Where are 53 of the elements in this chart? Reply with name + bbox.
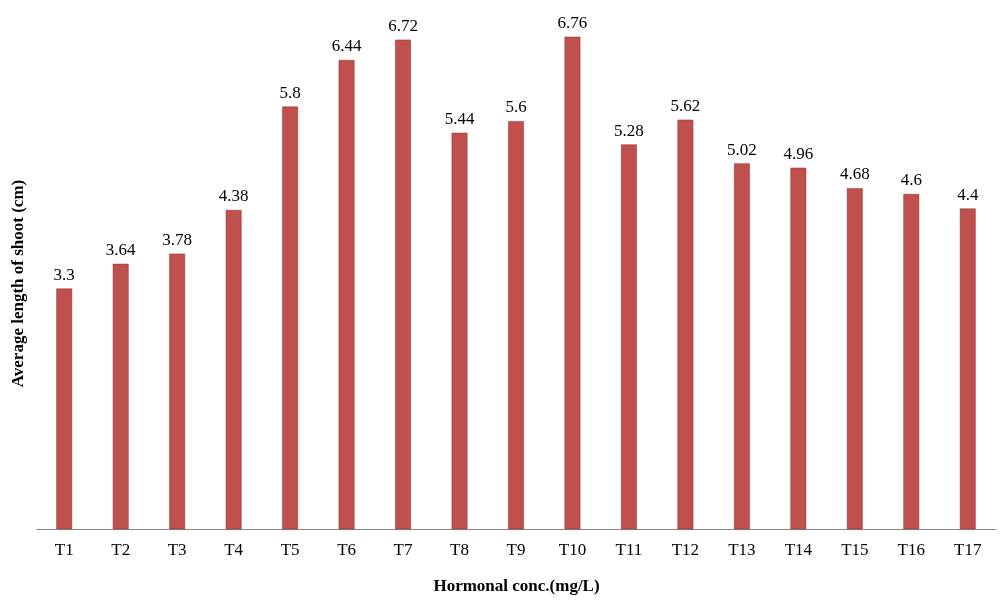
data-label: 3.64 [105, 240, 137, 260]
bar [225, 209, 242, 530]
data-label: 3.78 [162, 229, 193, 249]
x-tick-label: T3 [167, 539, 187, 559]
bar [564, 36, 581, 530]
bar [734, 163, 750, 530]
x-tick-label: T11 [615, 539, 643, 559]
bar [790, 167, 807, 530]
x-tick-label: T9 [506, 539, 526, 559]
x-tick-label: T13 [728, 539, 756, 559]
bar [338, 60, 355, 530]
data-label: 4.96 [783, 144, 814, 164]
x-tick-label: T6 [337, 539, 357, 559]
data-label: 4.6 [900, 170, 922, 190]
bar [621, 144, 637, 530]
x-tick-label: T12 [671, 539, 700, 559]
bar [451, 132, 468, 530]
x-tick-label: T17 [954, 539, 982, 559]
data-label: 6.72 [388, 15, 418, 35]
data-label: 4.68 [839, 164, 870, 184]
x-tick-label: T1 [54, 539, 74, 559]
data-label: 5.02 [727, 139, 757, 159]
bar [112, 263, 129, 530]
bar [846, 188, 863, 530]
data-label: 5.6 [505, 97, 527, 117]
bar [959, 208, 976, 530]
data-label: 5.28 [614, 120, 644, 140]
bar [56, 288, 73, 530]
x-tick-label: T15 [841, 539, 869, 559]
data-label: 6.76 [557, 13, 588, 32]
data-label: 6.44 [331, 36, 362, 56]
x-tick-label: T8 [450, 539, 469, 559]
data-label: 5.44 [444, 109, 475, 129]
x-tick-label: T14 [784, 539, 813, 559]
bar [903, 193, 920, 530]
data-label: 5.62 [670, 95, 701, 115]
y-axis-title: Average length of shoot (cm) [7, 179, 27, 388]
data-label: 4.38 [218, 186, 249, 206]
bar [282, 106, 298, 530]
bar [169, 253, 186, 530]
data-label: 4.4 [957, 184, 979, 204]
x-tick-label: T10 [558, 539, 587, 559]
x-tick-label: T5 [280, 539, 300, 559]
x-tick-label: T2 [111, 539, 131, 559]
x-tick-label: T16 [897, 539, 925, 559]
x-tick-label: T7 [393, 539, 413, 559]
x-tick-label: T4 [224, 539, 244, 559]
bar [508, 121, 524, 530]
data-label: 5.8 [279, 82, 301, 102]
data-label: 3.3 [53, 264, 75, 284]
bar [677, 119, 694, 530]
x-axis-title: Hormonal conc.(mg/L) [433, 575, 600, 595]
bar [395, 39, 411, 530]
